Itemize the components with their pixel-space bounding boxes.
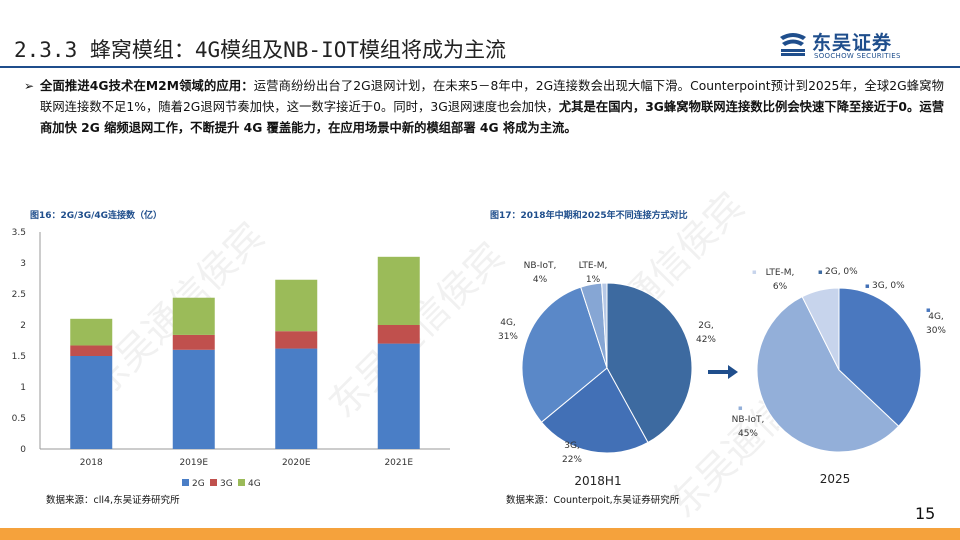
bar-segment-2g xyxy=(377,343,420,449)
x-tick-label: 2019E xyxy=(179,458,208,468)
pie-2018h1-label: 42% xyxy=(696,335,716,345)
bar-chart-title: 图16：2G/3G/4G连接数（亿） xyxy=(30,211,163,221)
pie-2025-label: NB-IoT, xyxy=(732,415,765,425)
pie-2018h1-label: 2G, xyxy=(698,321,714,331)
y-tick-label: 3.5 xyxy=(12,228,26,238)
y-tick-label: 1.5 xyxy=(12,352,26,362)
pie-2025-label: 4G, xyxy=(928,312,944,322)
label-marker-nbiot: ▪ xyxy=(738,404,743,412)
pie-2025-label: 30% xyxy=(926,326,946,336)
transition-arrow-icon xyxy=(708,365,738,379)
pie-2018h1-label: 22% xyxy=(562,455,582,465)
pie-2025-title: 2025 xyxy=(820,472,851,486)
x-tick-label: 2020E xyxy=(282,458,311,468)
pie-2018h1-slice-lte-m xyxy=(601,282,608,369)
pie-2025-label: 3G, 0% xyxy=(872,281,905,291)
pie-2018h1-label: 4% xyxy=(533,275,548,285)
legend-label: 3G xyxy=(220,479,233,489)
pie-2025-label: LTE-M, xyxy=(766,268,795,278)
bullet-paragraph: ➢ 全面推进4G技术在M2M领域的应用：运营商纷纷出台了2G退网计划，在未来5－… xyxy=(24,76,944,139)
label-marker-ltem: ▪ xyxy=(752,268,757,276)
bar-segment-4g xyxy=(377,256,420,325)
bar-segment-3g xyxy=(275,331,318,349)
logo-name: 东吴证券 xyxy=(812,32,893,54)
label-marker-4g: ▪ xyxy=(926,306,931,314)
legend-label: 2G xyxy=(192,479,205,489)
pie-2025-label: 45% xyxy=(738,429,758,439)
bar-segment-4g xyxy=(275,279,318,332)
pie-2025-slice-4g xyxy=(838,287,922,427)
pie-2025-label: 6% xyxy=(773,282,788,292)
x-tick-label: 2018 xyxy=(80,458,103,468)
bar-chart-source: 数据来源：cll4,东吴证券研究所 xyxy=(46,495,180,506)
bar-chart: 0 0.5 1 1.5 2 2.5 3 3.5 2018 2019E 2020E 2021E 2G 3G 4… xyxy=(12,228,450,489)
pie-2025-label: 2G, 0% xyxy=(825,267,858,277)
bullet-bold-text: 尤其是在国内，3G蜂窝物联网连接数比例会快速下降至接近于0。运营商加快 2G 缩… xyxy=(40,100,944,135)
bullet-marker: ➢ xyxy=(24,79,35,93)
legend-swatch-4g xyxy=(238,479,245,486)
label-marker-3g: ▪ xyxy=(865,282,870,290)
y-tick-label: 3 xyxy=(20,259,26,269)
y-tick-label: 1 xyxy=(20,383,26,393)
bar-segment-2g xyxy=(70,356,113,449)
logo-subtitle: SOOCHOW SECURITIES xyxy=(814,52,901,60)
bar-segment-3g xyxy=(172,334,215,350)
bar-segment-3g xyxy=(377,325,420,344)
pie-charts: 2G, 42% 3G, 22% 4G, 31% NB-IoT, 4% LTE-M, 1% 2018H… xyxy=(498,261,946,488)
pie-2018h1-label: NB-IoT, xyxy=(524,261,557,271)
y-tick-label: 0 xyxy=(20,445,26,455)
pie-2018h1-slice-4g xyxy=(521,286,608,423)
pie-2018h1-slice-2g xyxy=(606,282,693,444)
pie-2018h1-label: 3G, xyxy=(564,441,580,451)
pie-2018h1-label: 1% xyxy=(586,275,601,285)
bullet-text: 运营商纷纷出台了2G退网计划，在未来5－8年中，2G连接数会出现大幅下滑。Cou… xyxy=(40,79,944,114)
legend-swatch-2g xyxy=(182,479,189,486)
bar-segment-4g xyxy=(172,297,215,335)
page-title: 2.3.3 蜂窝模组：4G模组及NB-IOT模组将成为主流 xyxy=(14,38,507,62)
legend-swatch-3g xyxy=(210,479,217,486)
pie-2025-slice-nb-iot xyxy=(756,296,900,453)
bar-segment-2g xyxy=(172,349,215,449)
bullet-lead: 全面推进4G技术在M2M领域的应用： xyxy=(40,79,254,93)
y-tick-label: 2.5 xyxy=(12,290,26,300)
pie-2018h1-title: 2018H1 xyxy=(574,474,621,488)
pie-chart-title: 图17：2018年中期和2025年不同连接方式对比 xyxy=(490,211,688,221)
pie-2025-slice-lte-m xyxy=(801,287,840,371)
legend-label: 4G xyxy=(248,479,261,489)
bar-segment-3g xyxy=(70,345,113,356)
header-divider xyxy=(0,66,960,68)
brand-logo: 东吴证券 SOOCHOW SECURITIES xyxy=(778,28,948,62)
label-marker-2g: ▪ xyxy=(818,268,823,276)
y-tick-label: 2 xyxy=(20,321,26,331)
pie-2018h1-label: 31% xyxy=(498,332,518,342)
bar-segment-4g xyxy=(70,318,113,346)
pie-2018h1-label: 4G, xyxy=(500,318,516,328)
pie-chart-source: 数据来源：Counterpoit,东吴证券研究所 xyxy=(506,495,680,506)
page-number: 15 xyxy=(915,504,936,523)
pie-2018h1-label: LTE-M, xyxy=(579,261,608,271)
footer-bar xyxy=(0,528,960,540)
y-tick-label: 0.5 xyxy=(12,414,26,424)
pie-2018h1-slice-3g xyxy=(540,367,649,454)
bar-segment-2g xyxy=(275,348,318,449)
x-tick-label: 2021E xyxy=(384,458,413,468)
logo-mark-icon xyxy=(780,33,806,56)
